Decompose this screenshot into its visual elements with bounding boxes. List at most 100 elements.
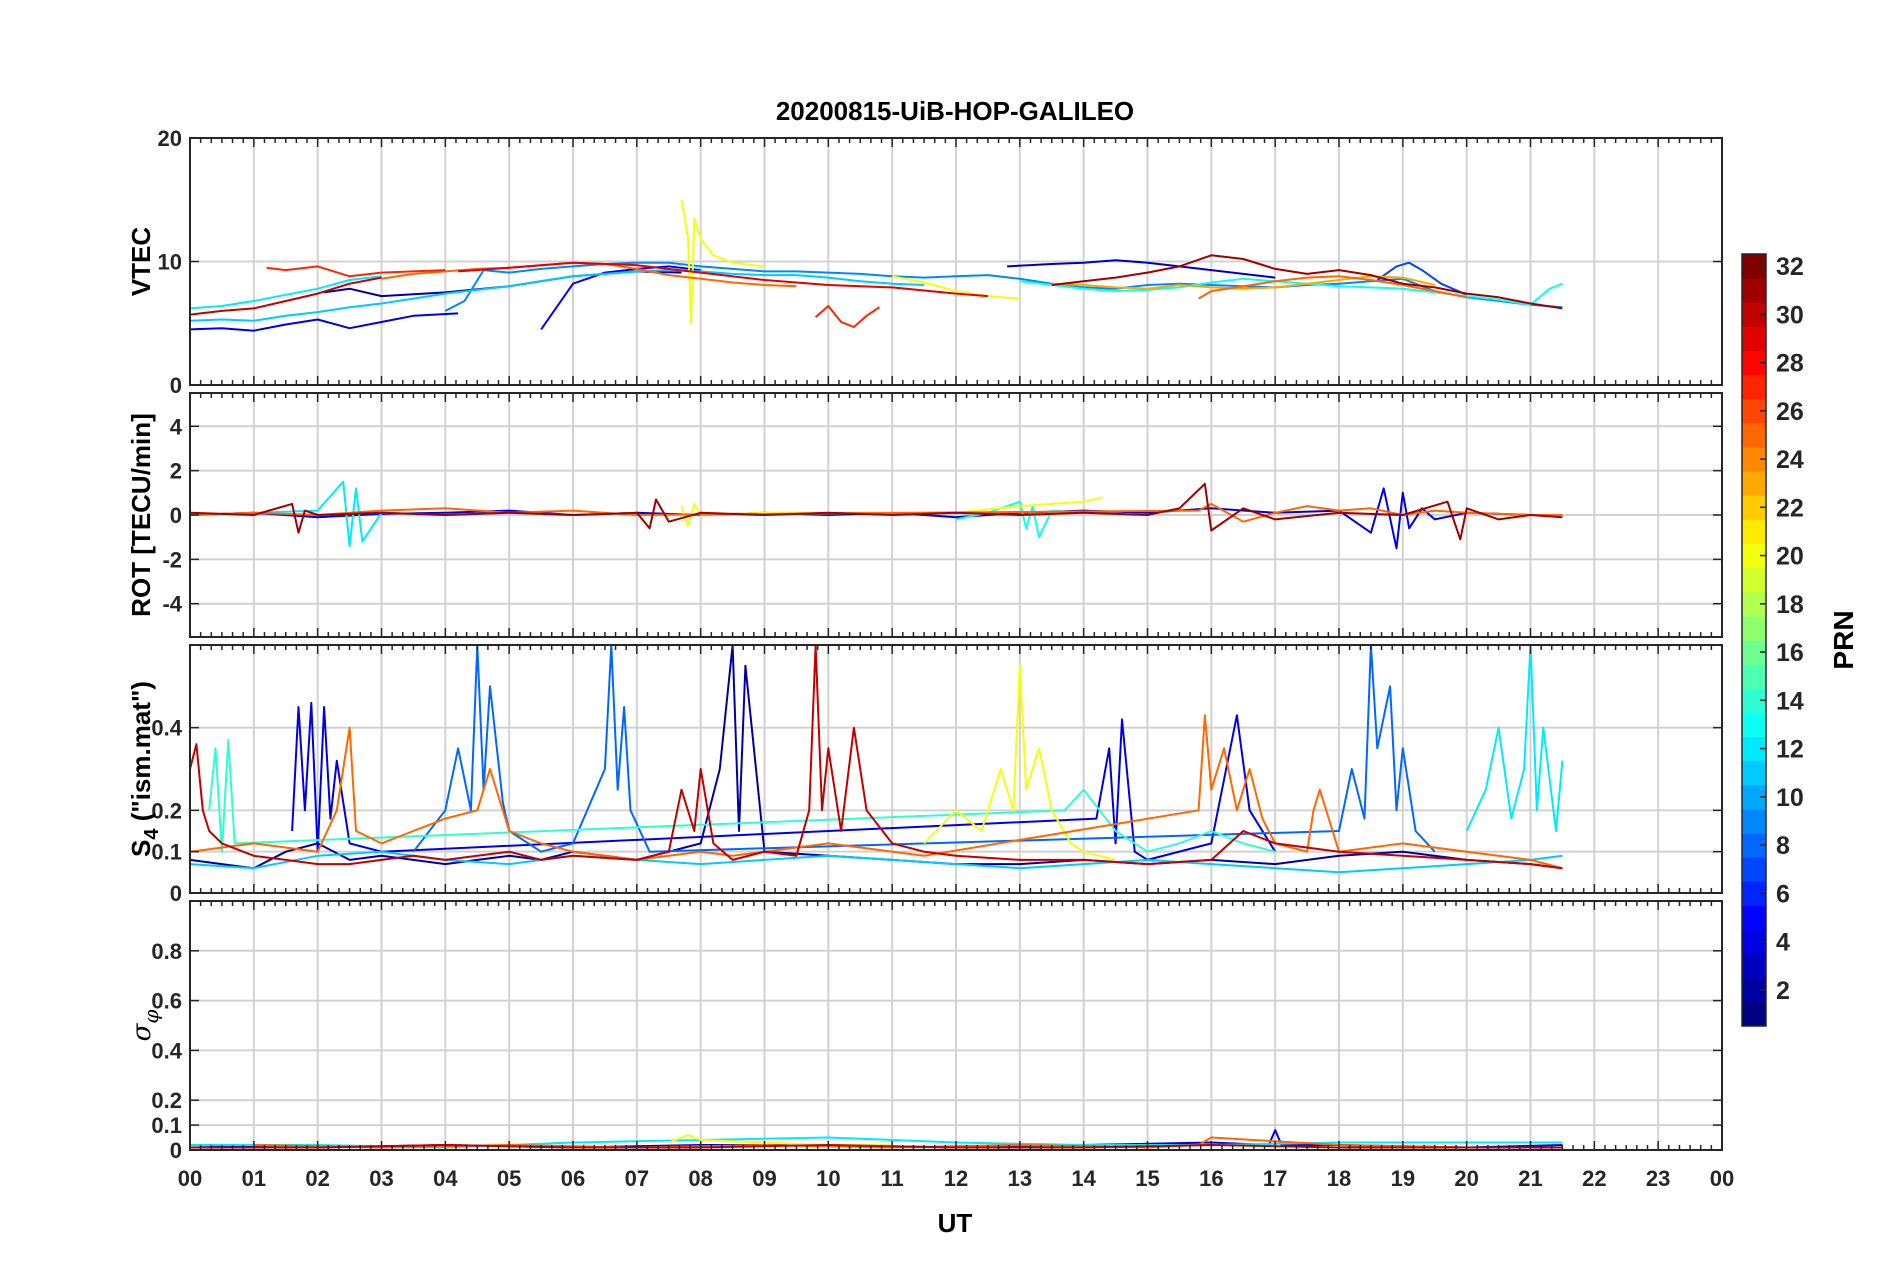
colorbar-tick-label: 10 <box>1776 784 1804 812</box>
colorbar-tick-label: 8 <box>1776 832 1790 860</box>
colorbar-segment <box>1742 471 1766 496</box>
series-prn-27 <box>266 265 446 278</box>
x-tick-label: 13 <box>1008 1166 1032 1191</box>
colorbar-tick-label: 12 <box>1776 736 1804 764</box>
x-tick-label: 21 <box>1518 1166 1542 1191</box>
x-tick-label: 03 <box>369 1166 393 1191</box>
y-tick-label: -4 <box>162 592 182 617</box>
series-prn-7 <box>1376 261 1468 296</box>
colorbar-tick-label: 20 <box>1776 543 1804 571</box>
colorbar-segment <box>1742 615 1766 641</box>
y-axis-label: σφ <box>127 1010 163 1042</box>
series-prn-25 <box>190 502 1563 523</box>
x-tick-labels: 00 01 02 03 04 05 06 07 08 09 10 11 12 13 14 15 16 17 18 19… <box>178 1166 1734 1191</box>
colorbar-tick-label: 28 <box>1776 350 1804 378</box>
series-prn-27 <box>814 305 880 328</box>
x-tick-label: 05 <box>497 1166 521 1191</box>
figure-title: 20200815-UiB-HOP-GALILEO <box>776 96 1134 126</box>
y-tick-label: 0.4 <box>151 1038 182 1063</box>
x-tick-label: 11 <box>881 1166 904 1191</box>
series-prn-29 <box>458 261 988 298</box>
axes-frame <box>189 392 1723 638</box>
colorbar-segment <box>1742 519 1766 544</box>
colorbar-segment <box>1742 326 1766 351</box>
series-prn-30 <box>190 276 382 316</box>
series-prn-4 <box>291 701 1277 861</box>
y-axis-label-rest: ("ism.mat") <box>126 681 156 828</box>
colorbar-tick-label: 2 <box>1776 977 1790 1005</box>
series-group <box>190 645 1564 874</box>
y-axis-label-subscript: 4 <box>141 828 163 840</box>
x-tick-label: 00 <box>1710 1166 1734 1191</box>
colorbar-frame <box>1741 253 1767 1027</box>
y-tick-label: 0.1 <box>151 840 182 865</box>
colorbar-segment <box>1742 712 1766 737</box>
x-tick-label: 20 <box>1454 1166 1478 1191</box>
x-tick-label: 15 <box>1135 1166 1159 1191</box>
series-prn-31 <box>1051 254 1563 310</box>
y-tick-label: 0 <box>170 503 182 528</box>
series-prn-14 <box>208 739 1276 853</box>
y-tick-label: 0.4 <box>151 716 182 741</box>
x-axis-label: UT <box>938 1208 973 1238</box>
x-tick-label: 18 <box>1327 1166 1351 1191</box>
axes-frame <box>189 900 1723 1151</box>
y-axis-label: VTEC <box>126 227 156 297</box>
x-tick-label: 17 <box>1263 1166 1287 1191</box>
colorbar-label: PRN <box>1828 610 1859 669</box>
x-tick-label: 01 <box>242 1166 266 1191</box>
y-tick-label: 0.1 <box>151 1113 182 1138</box>
x-tick-label: 02 <box>305 1166 329 1191</box>
series-prn-3 <box>1007 259 1276 279</box>
colorbar-tick-label: 30 <box>1776 301 1804 329</box>
y-tick-label: 0.6 <box>151 989 182 1014</box>
colorbar-tick-label: 22 <box>1776 494 1804 522</box>
grid <box>190 901 1722 1150</box>
panel-vtec: 0 10 20 VTEC <box>126 126 1723 398</box>
series-prn-23 <box>1051 275 1436 290</box>
grid <box>190 138 1722 385</box>
colorbar-segment <box>1742 567 1766 593</box>
x-tick-label: 08 <box>688 1166 712 1191</box>
y-tick-label: 4 <box>170 414 183 439</box>
series-prn-12 <box>1465 645 1564 832</box>
y-tick-label: 2 <box>170 459 182 484</box>
colorbar-tick-label: 14 <box>1776 687 1804 715</box>
panel-rot: -4 -2 0 2 4 ROT [TECU/min] <box>126 392 1723 638</box>
x-tick-label: 04 <box>433 1166 458 1191</box>
y-axis-label-subscript: φ <box>139 1010 163 1024</box>
axes-frame <box>189 644 1723 894</box>
x-tick-label: 14 <box>1071 1166 1096 1191</box>
colorbar-tick-label: 6 <box>1776 880 1790 908</box>
y-tick-label: -2 <box>162 547 182 572</box>
colorbar-segment <box>1742 953 1766 979</box>
colorbar-segment <box>1742 760 1766 786</box>
x-tick-label: 07 <box>625 1166 649 1191</box>
x-tick-label: 12 <box>944 1166 968 1191</box>
series-prn-11 <box>190 269 925 322</box>
colorbar-tick-label: 16 <box>1776 639 1804 667</box>
colorbar-segment <box>1742 374 1766 400</box>
colorbar-segment <box>1742 664 1766 689</box>
series-prn-31 <box>190 482 1563 541</box>
x-tick-label: 06 <box>561 1166 585 1191</box>
series-prn-8 <box>412 645 1436 853</box>
y-tick-label: 0 <box>170 373 182 398</box>
series-prn-20 <box>923 664 1116 861</box>
colorbar-tick-label: 24 <box>1776 446 1804 474</box>
series-prn-20 <box>892 275 1020 300</box>
x-tick-label: 10 <box>816 1166 840 1191</box>
colorbar-segment <box>1742 278 1766 303</box>
series-prn-30 <box>190 645 1563 870</box>
series-prn-2 <box>190 645 1563 870</box>
x-tick-label: 22 <box>1582 1166 1606 1191</box>
y-tick-label: 10 <box>158 250 182 275</box>
y-axis-label-main: σ <box>127 1022 157 1041</box>
x-tick-label: 23 <box>1646 1166 1670 1191</box>
y-axis-label: ROT [TECU/min] <box>126 413 156 617</box>
x-tick-label: 16 <box>1199 1166 1223 1191</box>
series-prn-4 <box>190 312 459 332</box>
